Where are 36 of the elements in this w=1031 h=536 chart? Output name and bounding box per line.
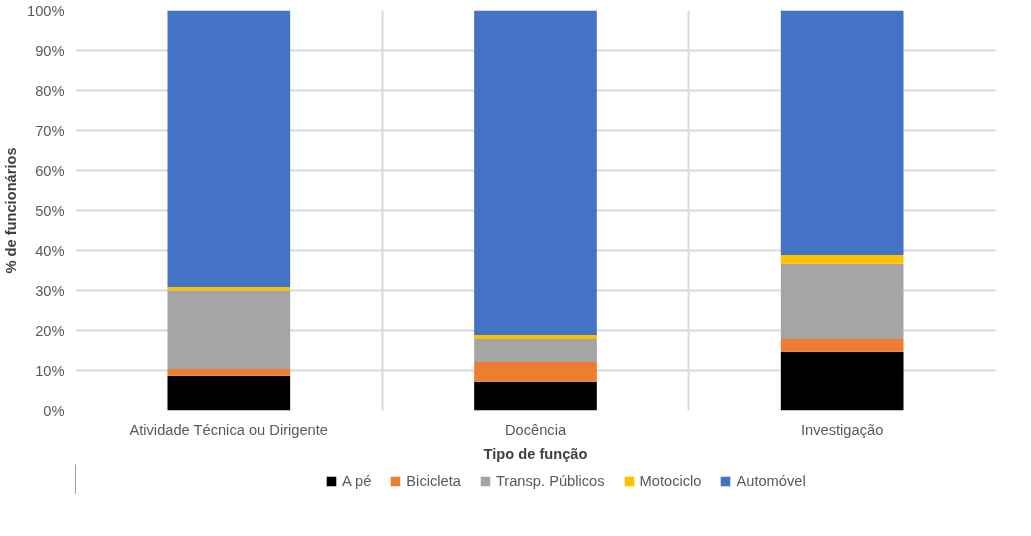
y-tick-label: 80% <box>35 82 65 99</box>
y-tick-label: 10% <box>35 362 65 379</box>
bar <box>167 10 291 287</box>
bar <box>167 286 291 291</box>
y-axis-title: % de funcionários <box>3 147 20 274</box>
bar <box>474 381 597 411</box>
y-tick-label: 90% <box>35 42 65 59</box>
bar <box>780 263 904 339</box>
y-tick-label: 70% <box>35 122 65 139</box>
bar <box>474 338 597 363</box>
bar <box>474 334 597 339</box>
x-tick-label: Investigação <box>801 421 884 438</box>
y-tick-label: 60% <box>35 162 65 179</box>
bar <box>780 254 904 264</box>
x-tick-label: Docência <box>504 421 567 438</box>
y-tick-label: 100% <box>27 2 65 19</box>
legend-label: Automóvel <box>736 473 806 489</box>
bar <box>167 375 291 411</box>
bar <box>167 368 291 376</box>
bar <box>474 362 597 382</box>
legend-label: Bicicleta <box>406 473 461 489</box>
legend-label: A pé <box>342 473 372 489</box>
y-tick-label: 0% <box>43 402 65 419</box>
bar <box>780 351 904 411</box>
bar <box>167 290 291 369</box>
y-tick-label: 30% <box>35 282 65 299</box>
legend-label: Motociclo <box>639 473 702 489</box>
bar <box>474 10 597 335</box>
x-tick-label: Atividade Técnica ou Dirigente <box>129 421 328 438</box>
x-axis-title: Tipo de função <box>483 445 588 462</box>
legend-label: Transp. Públicos <box>495 473 605 489</box>
y-tick-label: 20% <box>35 322 65 339</box>
y-tick-label: 50% <box>35 202 65 219</box>
bar <box>780 338 904 352</box>
y-tick-label: 40% <box>35 242 65 259</box>
bar <box>780 10 904 255</box>
